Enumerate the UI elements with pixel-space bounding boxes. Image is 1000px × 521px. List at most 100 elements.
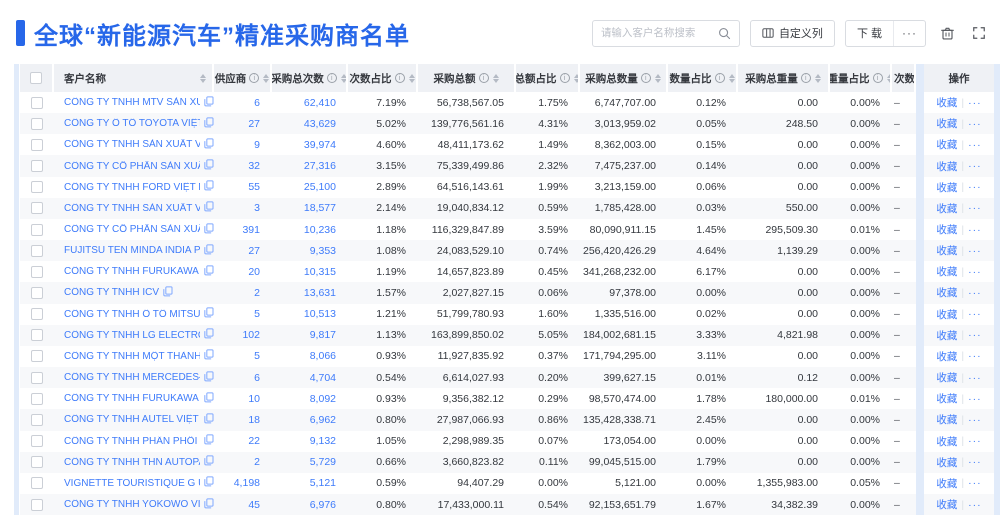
row-checkbox[interactable] <box>31 435 43 448</box>
row-checkbox[interactable] <box>31 117 43 130</box>
favorite-button[interactable]: 收藏 <box>936 202 958 215</box>
copy-icon[interactable] <box>204 180 214 194</box>
fullscreen-icon[interactable] <box>968 22 990 44</box>
row-checkbox[interactable] <box>31 371 43 384</box>
copy-icon[interactable] <box>204 476 214 490</box>
copy-icon[interactable] <box>204 434 214 448</box>
copy-icon[interactable] <box>204 455 214 469</box>
cell-supplier-count[interactable]: 22 <box>214 430 272 452</box>
row-checkbox[interactable] <box>31 456 43 469</box>
cell-purchase-times[interactable]: 43,629 <box>272 113 348 135</box>
row-more-button[interactable]: ··· <box>968 286 982 299</box>
copy-icon[interactable] <box>204 244 214 258</box>
cell-supplier-count[interactable]: 5 <box>214 345 272 368</box>
row-more-button[interactable]: ··· <box>968 96 982 109</box>
info-icon[interactable]: i <box>478 73 489 83</box>
row-more-button[interactable]: ··· <box>968 138 982 151</box>
cell-purchase-times[interactable]: 9,132 <box>272 430 348 452</box>
company-name-link[interactable]: CÔNG TY TNHH MTV SẢN XUẤ... <box>64 97 200 109</box>
info-icon[interactable]: i <box>800 73 811 83</box>
row-checkbox[interactable] <box>31 181 43 194</box>
column-header-times[interactable]: 采购总次数 i <box>272 64 348 92</box>
info-icon[interactable]: i <box>872 73 883 83</box>
copy-icon[interactable] <box>204 222 214 237</box>
column-header-timespct[interactable]: 次数占比 i <box>348 64 418 92</box>
copy-icon[interactable] <box>204 328 214 342</box>
row-more-button[interactable]: ··· <box>968 456 982 469</box>
favorite-button[interactable]: 收藏 <box>936 435 958 448</box>
cell-supplier-count[interactable]: 6 <box>214 367 272 389</box>
cell-supplier-count[interactable]: 27 <box>214 240 272 262</box>
download-more-button[interactable]: ··· <box>893 20 925 46</box>
row-checkbox[interactable] <box>31 138 43 151</box>
favorite-button[interactable]: 收藏 <box>936 118 958 131</box>
row-more-button[interactable]: ··· <box>968 329 982 342</box>
row-more-button[interactable]: ··· <box>968 223 982 236</box>
company-name-link[interactable]: CÔNG TY Ô TÔ TOYOTA VIỆT ... <box>64 118 200 130</box>
column-header-qtypct[interactable]: 数量占比 i <box>668 64 738 92</box>
row-more-button[interactable]: ··· <box>968 477 982 490</box>
column-header-amountpct[interactable]: 总额占比 i <box>516 64 580 92</box>
favorite-button[interactable]: 收藏 <box>936 456 958 469</box>
copy-icon[interactable] <box>204 117 214 131</box>
copy-icon[interactable] <box>204 201 214 215</box>
sort-icon[interactable] <box>654 73 661 83</box>
favorite-button[interactable]: 收藏 <box>936 266 958 279</box>
row-checkbox[interactable] <box>31 350 43 363</box>
row-checkbox[interactable] <box>31 160 43 173</box>
cell-supplier-count[interactable]: 2 <box>214 282 272 304</box>
company-name-link[interactable]: CÔNG TY TNHH LG ELECTRON... <box>64 329 200 341</box>
row-more-button[interactable]: ··· <box>968 160 982 173</box>
company-name-link[interactable]: VIGNETTE TOURISTIQUE G UNI... <box>64 477 200 489</box>
sort-icon[interactable] <box>728 73 735 83</box>
sort-icon[interactable] <box>200 73 206 83</box>
company-name-link[interactable]: CÔNG TY TNHH FURUKAWA A... <box>64 266 200 278</box>
cell-supplier-count[interactable]: 18 <box>214 409 272 431</box>
company-name-link[interactable]: CÔNG TY TNHH MỘT THÀNH V... <box>64 350 200 362</box>
cell-supplier-count[interactable]: 3 <box>214 197 272 219</box>
copy-icon[interactable] <box>204 265 214 279</box>
company-name-link[interactable]: FUJITSU TEN MINDA INDIA PVT... <box>64 245 200 257</box>
company-name-link[interactable]: CÔNG TY TNHH ICV <box>64 287 160 299</box>
row-checkbox[interactable] <box>31 96 43 109</box>
row-more-button[interactable]: ··· <box>968 202 982 215</box>
cell-supplier-count[interactable]: 32 <box>214 155 272 177</box>
favorite-button[interactable]: 收藏 <box>936 414 958 427</box>
copy-icon[interactable] <box>204 159 214 173</box>
info-icon[interactable]: i <box>249 73 260 83</box>
cell-supplier-count[interactable]: 102 <box>214 324 272 346</box>
favorite-button[interactable]: 收藏 <box>936 499 958 512</box>
favorite-button[interactable]: 收藏 <box>936 350 958 363</box>
copy-icon[interactable] <box>204 307 214 321</box>
cell-supplier-count[interactable]: 9 <box>214 134 272 156</box>
search-input[interactable] <box>600 27 718 39</box>
row-checkbox[interactable] <box>31 223 43 236</box>
delete-button[interactable] <box>936 22 958 44</box>
cell-purchase-times[interactable]: 18,577 <box>272 197 348 219</box>
customize-columns-button[interactable]: 自定义列 <box>749 19 835 47</box>
row-more-button[interactable]: ··· <box>968 498 982 511</box>
favorite-button[interactable]: 收藏 <box>936 245 958 258</box>
column-header-weightpct[interactable]: 重量占比 i <box>830 64 892 92</box>
row-more-button[interactable]: ··· <box>968 413 982 426</box>
company-name-link[interactable]: CÔNG TY TNHH FORD VIỆT NAM <box>64 181 200 193</box>
favorite-button[interactable]: 收藏 <box>936 329 958 342</box>
cell-supplier-count[interactable]: 5 <box>214 303 272 325</box>
column-header-qty[interactable]: 采购总数量 i <box>580 64 668 92</box>
copy-icon[interactable] <box>204 497 214 512</box>
company-name-link[interactable]: CÔNG TY TNHH MERCEDES–B... <box>64 372 200 384</box>
company-name-link[interactable]: CÔNG TY TNHH SẢN XUẤT VÀ ... <box>64 139 200 151</box>
cell-purchase-times[interactable]: 6,962 <box>272 409 348 431</box>
favorite-button[interactable]: 收藏 <box>936 181 958 194</box>
select-all-checkbox[interactable] <box>30 72 42 84</box>
cell-purchase-times[interactable]: 13,631 <box>272 282 348 304</box>
search-box[interactable] <box>591 19 740 47</box>
company-name-link[interactable]: CÔNG TY CỔ PHẦN SẢN XUẤT... <box>64 160 200 172</box>
favorite-button[interactable]: 收藏 <box>936 372 958 385</box>
favorite-button[interactable]: 收藏 <box>936 393 958 406</box>
cell-purchase-times[interactable]: 5,729 <box>272 451 348 473</box>
cell-supplier-count[interactable]: 4,198 <box>214 472 272 494</box>
cell-purchase-times[interactable]: 8,066 <box>272 345 348 368</box>
row-more-button[interactable]: ··· <box>968 350 982 363</box>
info-icon[interactable]: i <box>394 73 405 83</box>
